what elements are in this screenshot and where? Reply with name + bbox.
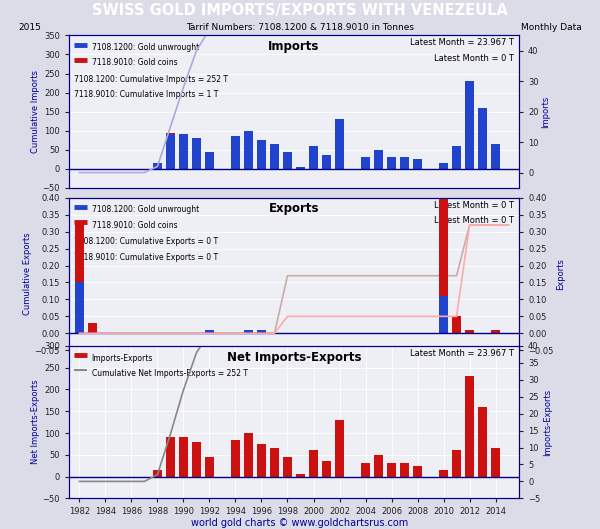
Text: 7118.9010: Cumulative Exports = 0 T: 7118.9010: Cumulative Exports = 0 T [74,253,218,262]
Y-axis label: Cumulative Imports: Cumulative Imports [31,70,40,153]
Text: Tarrif Numbers: 7108.1200 & 7118.9010 in Tonnes: Tarrif Numbers: 7108.1200 & 7118.9010 in… [186,23,414,32]
Bar [439,198,448,296]
Text: Latest Month = 0 T: Latest Month = 0 T [434,216,515,225]
Bar [452,316,461,333]
Bar [152,163,163,169]
Bar [452,146,461,169]
Bar [257,140,266,169]
Bar [283,457,292,477]
Bar [269,448,280,477]
Bar [491,448,500,477]
Bar [386,463,397,477]
Bar [244,131,253,169]
Bar [205,152,214,169]
Bar [308,450,319,477]
Text: world gold charts © www.goldchartsrus.com: world gold charts © www.goldchartsrus.co… [191,518,409,527]
Text: Latest Month = 23.967 T: Latest Month = 23.967 T [410,349,515,358]
Bar [335,420,344,477]
Bar [283,152,292,169]
Bar [88,477,97,478]
Bar [230,440,241,477]
Y-axis label: Net Imports-Exports: Net Imports-Exports [31,380,40,464]
Bar [322,461,331,477]
Bar [166,134,175,169]
Bar [88,323,97,333]
Bar [478,108,487,169]
Text: Latest Month = 0 T: Latest Month = 0 T [434,201,515,210]
Text: 7118.9010: Gold coins: 7118.9010: Gold coins [91,221,177,230]
Bar [152,470,163,477]
Bar [296,167,305,169]
Bar [74,282,84,333]
Y-axis label: Cumulative Exports: Cumulative Exports [23,233,32,315]
Bar [191,442,202,477]
Bar [244,330,253,333]
Bar [361,157,370,169]
Bar [179,437,188,477]
Text: 7108.1200: Cumulative Imports = 252 T: 7108.1200: Cumulative Imports = 252 T [74,75,227,84]
Bar [465,377,475,477]
Bar [374,455,383,477]
Bar [335,119,344,169]
Bar [205,330,214,333]
Bar [465,330,475,333]
Text: Latest Month = 23.967 T: Latest Month = 23.967 T [410,39,515,48]
Bar [452,450,461,477]
Bar [439,296,448,333]
Bar [257,330,266,333]
Bar [296,475,305,477]
Text: Net Imports-Exports: Net Imports-Exports [227,351,361,363]
Bar [166,133,175,134]
Text: Imports-Exports: Imports-Exports [91,353,153,362]
Bar [205,457,214,477]
Bar [439,163,448,169]
Bar [74,222,84,282]
Bar [386,157,397,169]
Y-axis label: Imports-Exports: Imports-Exports [543,389,552,455]
Bar [491,144,500,169]
Bar [179,134,188,169]
Y-axis label: Exports: Exports [556,258,565,290]
Bar [400,463,409,477]
Bar [439,470,448,477]
Text: Imports: Imports [268,40,320,53]
Bar [308,146,319,169]
Bar [374,150,383,169]
Text: Monthly Data: Monthly Data [521,23,582,32]
Text: SWISS GOLD IMPORTS/EXPORTS WITH VENEZEULA: SWISS GOLD IMPORTS/EXPORTS WITH VENEZEUL… [92,3,508,17]
Y-axis label: Imports: Imports [541,96,550,127]
Bar [491,330,500,333]
Bar [322,156,331,169]
Bar [361,463,370,477]
Bar [413,159,422,169]
Bar [191,138,202,169]
Text: 7108.1200: Cumulative Exports = 0 T: 7108.1200: Cumulative Exports = 0 T [74,238,218,247]
Text: 7108.1200: Gold unwrought: 7108.1200: Gold unwrought [91,205,199,214]
Bar [413,466,422,477]
Bar [465,81,475,169]
Bar [478,407,487,477]
Bar [166,437,175,477]
Text: 7108.1200: Gold unwrought: 7108.1200: Gold unwrought [91,43,199,52]
Bar [230,136,241,169]
Text: 7118.9010: Gold coins: 7118.9010: Gold coins [91,58,177,67]
Text: 2015: 2015 [18,23,41,32]
Text: 7118.9010: Cumulative Imports = 1 T: 7118.9010: Cumulative Imports = 1 T [74,90,218,99]
Text: Cumulative Net Imports-Exports = 252 T: Cumulative Net Imports-Exports = 252 T [91,369,248,378]
Text: Latest Month = 0 T: Latest Month = 0 T [434,54,515,63]
Bar [400,157,409,169]
Bar [257,444,266,477]
Bar [269,144,280,169]
Text: Exports: Exports [269,203,319,215]
Bar [244,433,253,477]
